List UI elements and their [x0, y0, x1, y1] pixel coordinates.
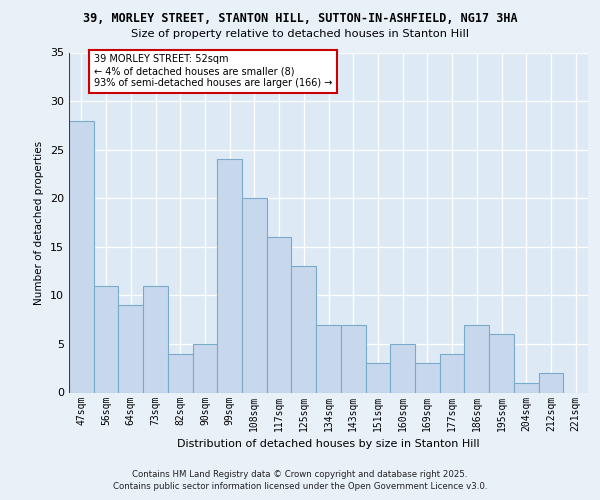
Bar [143, 286, 168, 393]
Text: Contains HM Land Registry data © Crown copyright and database right 2025.
Contai: Contains HM Land Registry data © Crown c… [113, 470, 487, 491]
Bar [539, 373, 563, 392]
Bar [440, 354, 464, 393]
X-axis label: Distribution of detached houses by size in Stanton Hill: Distribution of detached houses by size … [177, 439, 480, 449]
Y-axis label: Number of detached properties: Number of detached properties [34, 140, 44, 304]
Bar [69, 120, 94, 392]
Bar [193, 344, 217, 393]
Bar [168, 354, 193, 393]
Bar [292, 266, 316, 392]
Bar [464, 324, 489, 392]
Text: 39, MORLEY STREET, STANTON HILL, SUTTON-IN-ASHFIELD, NG17 3HA: 39, MORLEY STREET, STANTON HILL, SUTTON-… [83, 12, 517, 25]
Bar [415, 364, 440, 392]
Bar [365, 364, 390, 392]
Bar [514, 383, 539, 392]
Bar [341, 324, 365, 392]
Bar [242, 198, 267, 392]
Text: 39 MORLEY STREET: 52sqm
← 4% of detached houses are smaller (8)
93% of semi-deta: 39 MORLEY STREET: 52sqm ← 4% of detached… [94, 54, 332, 88]
Bar [489, 334, 514, 392]
Bar [118, 305, 143, 392]
Bar [390, 344, 415, 393]
Bar [267, 237, 292, 392]
Text: Size of property relative to detached houses in Stanton Hill: Size of property relative to detached ho… [131, 29, 469, 39]
Bar [217, 160, 242, 392]
Bar [316, 324, 341, 392]
Bar [94, 286, 118, 393]
